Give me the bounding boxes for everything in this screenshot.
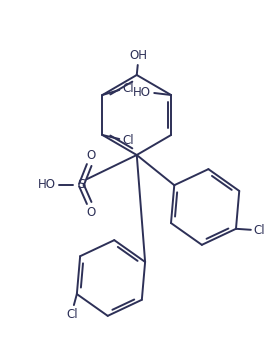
Text: Cl: Cl xyxy=(122,134,134,147)
Text: O: O xyxy=(87,149,96,162)
Text: HO: HO xyxy=(133,86,151,99)
Text: Cl: Cl xyxy=(122,82,134,95)
Text: O: O xyxy=(87,206,96,219)
Text: S: S xyxy=(77,179,85,192)
Text: Cl: Cl xyxy=(254,224,265,237)
Text: HO: HO xyxy=(38,179,55,192)
Text: Cl: Cl xyxy=(66,308,78,321)
Text: OH: OH xyxy=(130,49,148,62)
